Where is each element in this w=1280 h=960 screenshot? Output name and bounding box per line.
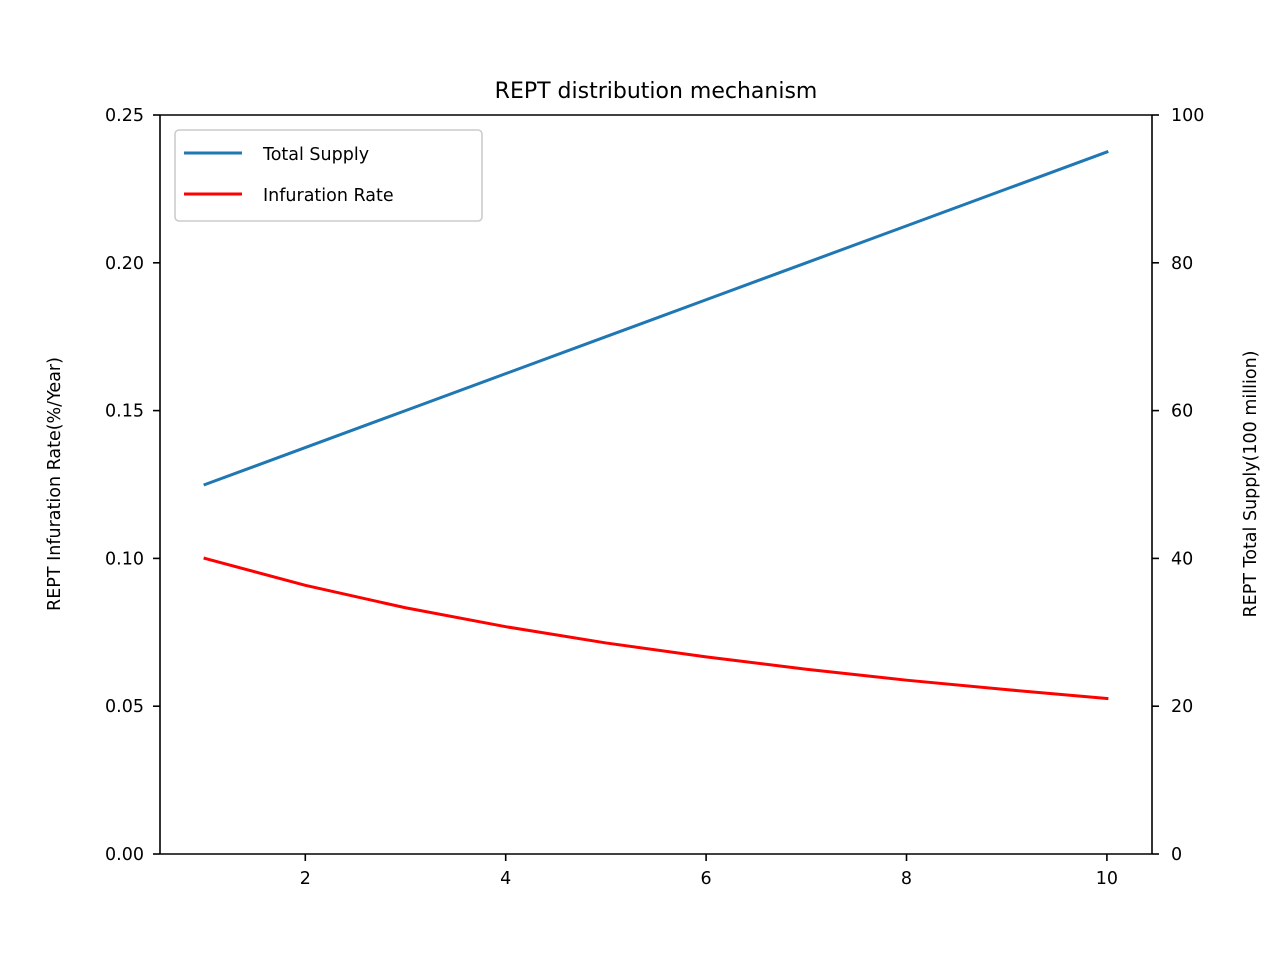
legend-label-1: Infuration Rate (263, 186, 394, 206)
y-right-tick-label-3: 60 (1171, 402, 1193, 422)
y-left-tick-label-4: 0.20 (105, 254, 144, 274)
chart-title: REPT distribution mechanism (495, 79, 818, 104)
series-line-0 (203, 150, 1109, 487)
y-right-tick-label-1: 20 (1171, 697, 1193, 717)
axes: 2 4 6 8 10 0.00 0.05 0.10 0.15 0.20 0.25 0 20 40 60 80 1… (105, 106, 1204, 889)
y-left-tick-label-3: 0.15 (105, 402, 144, 422)
y-left-tick-label-2: 0.10 (105, 549, 144, 569)
x-tick-label-3: 8 (901, 869, 912, 889)
legend-label-0: Total Supply (262, 145, 369, 165)
plot-area (203, 150, 1109, 701)
x-tick-label-4: 10 (1096, 869, 1118, 889)
y-right-tick-label-5: 100 (1171, 106, 1204, 126)
y-left-axis-label: REPT Infuration Rate(%/Year) (45, 357, 65, 611)
y-left-tick-label-1: 0.05 (105, 697, 144, 717)
x-tick-label-1: 4 (500, 869, 511, 889)
y-right-axis-label: REPT Total Supply(100 million) (1241, 350, 1261, 617)
y-left-tick-label-5: 0.25 (105, 106, 144, 126)
y-right-tick-label-4: 80 (1171, 254, 1193, 274)
y-left-tick-label-0: 0.00 (105, 845, 144, 865)
series-line-1 (203, 556, 1109, 701)
y-right-tick-label-0: 0 (1171, 845, 1182, 865)
legend-box (174, 129, 483, 222)
x-tick-label-2: 6 (701, 869, 712, 889)
legend: Total Supply Infuration Rate (174, 129, 483, 222)
x-tick-label-0: 2 (300, 869, 311, 889)
y-right-tick-label-2: 40 (1171, 549, 1193, 569)
